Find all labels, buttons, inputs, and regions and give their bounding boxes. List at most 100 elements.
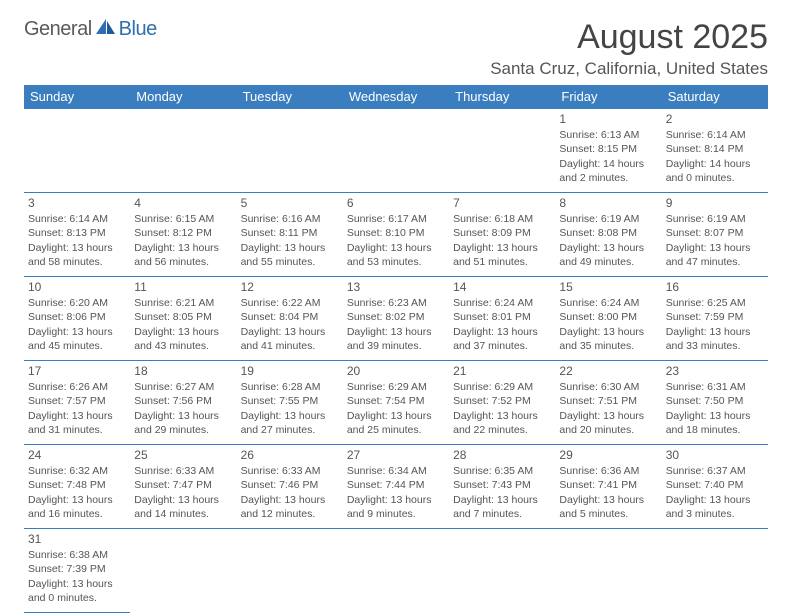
calendar-cell bbox=[449, 529, 555, 613]
daylight-text: Daylight: 14 hours bbox=[559, 157, 657, 171]
calendar-cell: 24Sunrise: 6:32 AMSunset: 7:48 PMDayligh… bbox=[24, 445, 130, 529]
daylight-text: and 51 minutes. bbox=[453, 255, 551, 269]
daylight-text: Daylight: 13 hours bbox=[347, 493, 445, 507]
sunset-text: Sunset: 7:56 PM bbox=[134, 394, 232, 408]
calendar-cell: 4Sunrise: 6:15 AMSunset: 8:12 PMDaylight… bbox=[130, 193, 236, 277]
day-number: 13 bbox=[347, 279, 445, 295]
daylight-text: Daylight: 13 hours bbox=[666, 325, 764, 339]
calendar-cell bbox=[555, 529, 661, 613]
daylight-text: Daylight: 13 hours bbox=[453, 241, 551, 255]
day-header: Friday bbox=[555, 85, 661, 109]
location-label: Santa Cruz, California, United States bbox=[490, 59, 768, 79]
calendar-week: 17Sunrise: 6:26 AMSunset: 7:57 PMDayligh… bbox=[24, 361, 768, 445]
day-number: 15 bbox=[559, 279, 657, 295]
sunset-text: Sunset: 7:46 PM bbox=[241, 478, 339, 492]
day-header: Monday bbox=[130, 85, 236, 109]
sunrise-text: Sunrise: 6:14 AM bbox=[28, 212, 126, 226]
sunset-text: Sunset: 7:43 PM bbox=[453, 478, 551, 492]
daylight-text: Daylight: 13 hours bbox=[347, 241, 445, 255]
sunrise-text: Sunrise: 6:23 AM bbox=[347, 296, 445, 310]
daylight-text: and 16 minutes. bbox=[28, 507, 126, 521]
daylight-text: Daylight: 13 hours bbox=[134, 325, 232, 339]
day-number: 8 bbox=[559, 195, 657, 211]
daylight-text: Daylight: 13 hours bbox=[453, 325, 551, 339]
sunrise-text: Sunrise: 6:22 AM bbox=[241, 296, 339, 310]
sunrise-text: Sunrise: 6:38 AM bbox=[28, 548, 126, 562]
sunrise-text: Sunrise: 6:27 AM bbox=[134, 380, 232, 394]
calendar-cell: 3Sunrise: 6:14 AMSunset: 8:13 PMDaylight… bbox=[24, 193, 130, 277]
calendar-cell: 6Sunrise: 6:17 AMSunset: 8:10 PMDaylight… bbox=[343, 193, 449, 277]
daylight-text: Daylight: 13 hours bbox=[241, 493, 339, 507]
sunrise-text: Sunrise: 6:30 AM bbox=[559, 380, 657, 394]
daylight-text: Daylight: 13 hours bbox=[559, 493, 657, 507]
daylight-text: and 35 minutes. bbox=[559, 339, 657, 353]
day-number: 3 bbox=[28, 195, 126, 211]
day-number: 21 bbox=[453, 363, 551, 379]
calendar-cell: 23Sunrise: 6:31 AMSunset: 7:50 PMDayligh… bbox=[662, 361, 768, 445]
daylight-text: Daylight: 13 hours bbox=[666, 493, 764, 507]
day-header: Sunday bbox=[24, 85, 130, 109]
sunrise-text: Sunrise: 6:29 AM bbox=[347, 380, 445, 394]
daylight-text: Daylight: 13 hours bbox=[28, 493, 126, 507]
daylight-text: and 5 minutes. bbox=[559, 507, 657, 521]
day-number: 18 bbox=[134, 363, 232, 379]
day-number: 20 bbox=[347, 363, 445, 379]
day-number: 7 bbox=[453, 195, 551, 211]
calendar-week: 1Sunrise: 6:13 AMSunset: 8:15 PMDaylight… bbox=[24, 109, 768, 193]
day-number: 30 bbox=[666, 447, 764, 463]
day-number: 11 bbox=[134, 279, 232, 295]
daylight-text: and 7 minutes. bbox=[453, 507, 551, 521]
calendar-cell: 11Sunrise: 6:21 AMSunset: 8:05 PMDayligh… bbox=[130, 277, 236, 361]
daylight-text: and 22 minutes. bbox=[453, 423, 551, 437]
sunrise-text: Sunrise: 6:31 AM bbox=[666, 380, 764, 394]
sunset-text: Sunset: 7:57 PM bbox=[28, 394, 126, 408]
daylight-text: and 18 minutes. bbox=[666, 423, 764, 437]
day-number: 14 bbox=[453, 279, 551, 295]
logo-text-blue: Blue bbox=[119, 18, 157, 41]
sunset-text: Sunset: 7:50 PM bbox=[666, 394, 764, 408]
sunrise-text: Sunrise: 6:24 AM bbox=[559, 296, 657, 310]
day-number: 10 bbox=[28, 279, 126, 295]
calendar-cell: 14Sunrise: 6:24 AMSunset: 8:01 PMDayligh… bbox=[449, 277, 555, 361]
sunset-text: Sunset: 8:15 PM bbox=[559, 142, 657, 156]
calendar-cell bbox=[237, 109, 343, 193]
sunrise-text: Sunrise: 6:29 AM bbox=[453, 380, 551, 394]
logo-text-general: General bbox=[24, 18, 92, 41]
calendar-cell: 8Sunrise: 6:19 AMSunset: 8:08 PMDaylight… bbox=[555, 193, 661, 277]
day-number: 23 bbox=[666, 363, 764, 379]
daylight-text: and 29 minutes. bbox=[134, 423, 232, 437]
sunset-text: Sunset: 7:48 PM bbox=[28, 478, 126, 492]
sunset-text: Sunset: 8:02 PM bbox=[347, 310, 445, 324]
sunset-text: Sunset: 8:07 PM bbox=[666, 226, 764, 240]
calendar-week: 24Sunrise: 6:32 AMSunset: 7:48 PMDayligh… bbox=[24, 445, 768, 529]
sunrise-text: Sunrise: 6:21 AM bbox=[134, 296, 232, 310]
sunrise-text: Sunrise: 6:17 AM bbox=[347, 212, 445, 226]
sunrise-text: Sunrise: 6:19 AM bbox=[666, 212, 764, 226]
daylight-text: Daylight: 13 hours bbox=[559, 241, 657, 255]
daylight-text: and 25 minutes. bbox=[347, 423, 445, 437]
calendar-cell: 1Sunrise: 6:13 AMSunset: 8:15 PMDaylight… bbox=[555, 109, 661, 193]
daylight-text: Daylight: 13 hours bbox=[28, 577, 126, 591]
day-header-row: SundayMondayTuesdayWednesdayThursdayFrid… bbox=[24, 85, 768, 109]
daylight-text: and 55 minutes. bbox=[241, 255, 339, 269]
daylight-text: and 27 minutes. bbox=[241, 423, 339, 437]
calendar-cell: 19Sunrise: 6:28 AMSunset: 7:55 PMDayligh… bbox=[237, 361, 343, 445]
daylight-text: and 2 minutes. bbox=[559, 171, 657, 185]
calendar-cell bbox=[130, 529, 236, 613]
calendar-cell bbox=[130, 109, 236, 193]
sunrise-text: Sunrise: 6:34 AM bbox=[347, 464, 445, 478]
calendar-cell: 20Sunrise: 6:29 AMSunset: 7:54 PMDayligh… bbox=[343, 361, 449, 445]
sunset-text: Sunset: 7:52 PM bbox=[453, 394, 551, 408]
sunrise-text: Sunrise: 6:13 AM bbox=[559, 128, 657, 142]
daylight-text: Daylight: 13 hours bbox=[28, 325, 126, 339]
sunset-text: Sunset: 8:05 PM bbox=[134, 310, 232, 324]
sunrise-text: Sunrise: 6:28 AM bbox=[241, 380, 339, 394]
day-number: 24 bbox=[28, 447, 126, 463]
day-number: 16 bbox=[666, 279, 764, 295]
sunrise-text: Sunrise: 6:37 AM bbox=[666, 464, 764, 478]
header: General Blue August 2025 Santa Cruz, Cal… bbox=[24, 18, 768, 79]
daylight-text: and 49 minutes. bbox=[559, 255, 657, 269]
day-number: 22 bbox=[559, 363, 657, 379]
sunrise-text: Sunrise: 6:25 AM bbox=[666, 296, 764, 310]
day-number: 25 bbox=[134, 447, 232, 463]
